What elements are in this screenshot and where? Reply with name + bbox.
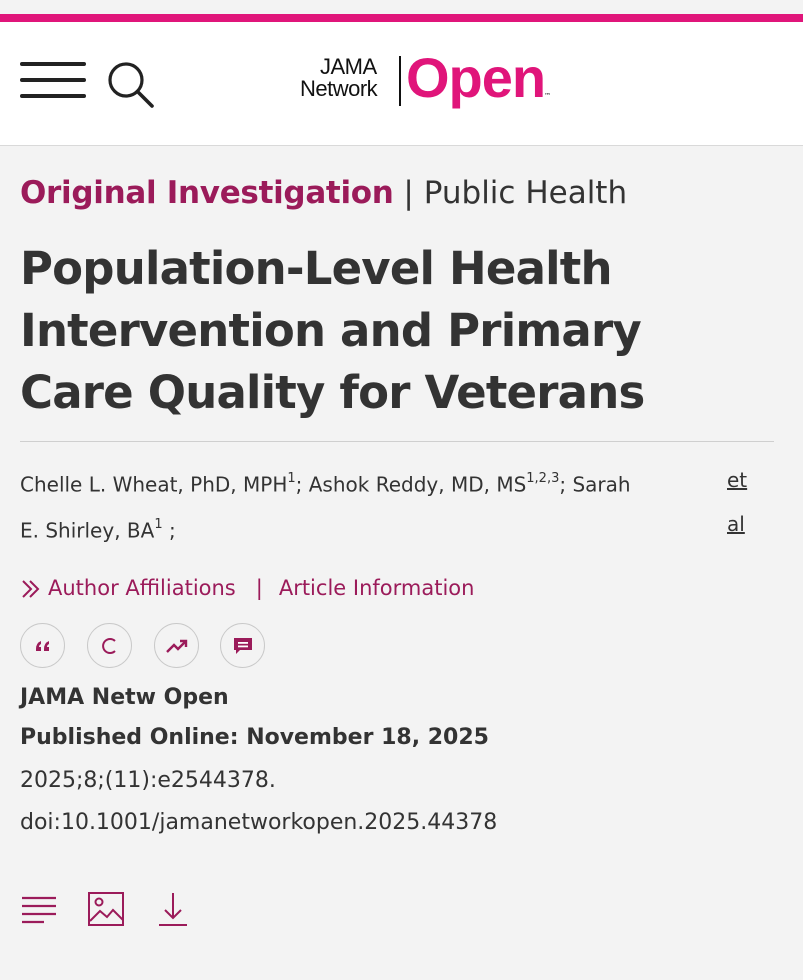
copyright-icon[interactable] <box>87 623 132 668</box>
title-divider <box>20 441 774 442</box>
author-name[interactable]: Ashok Reddy, MD, MS <box>308 472 527 497</box>
et-al-text-1: et <box>727 468 748 492</box>
site-header: JAMA Network Open ™ <box>0 22 803 146</box>
figures-icon[interactable] <box>87 890 127 930</box>
author-affiliation-sup: 1 <box>287 471 296 486</box>
article-information-link[interactable]: Article Information <box>278 576 475 600</box>
author-name[interactable]: Sarah <box>572 472 631 497</box>
download-icon[interactable] <box>154 890 194 930</box>
quote-icon[interactable] <box>20 623 65 668</box>
article-category: Original Investigation | Public Health <box>20 172 627 214</box>
doi: doi:10.1001/jamanetworkopen.2025.44378 <box>20 810 498 835</box>
publication-info: JAMA Netw Open Published Online: Novembe… <box>20 680 720 844</box>
search-icon[interactable] <box>106 60 158 112</box>
et-al-text-2: al <box>727 512 745 536</box>
hamburger-menu-icon[interactable] <box>20 60 86 104</box>
accent-bar <box>0 14 803 22</box>
author-name[interactable]: E. Shirley, BA <box>20 518 155 543</box>
double-chevron-right-icon <box>22 580 40 598</box>
author-affiliation-sup: 1,2,3 <box>526 471 560 486</box>
logo-divider <box>399 56 401 106</box>
author-separator: ; <box>168 518 176 543</box>
article-title: Population-Level Health Intervention and… <box>20 242 645 419</box>
logo-jama-text: JAMA <box>320 54 377 79</box>
published-date: Published Online: November 18, 2025 <box>20 725 489 750</box>
author-list: Chelle L. Wheat, PhD, MPH1; Ashok Reddy,… <box>20 460 700 551</box>
author-separator: ; <box>295 472 303 497</box>
citation: 2025;8;(11):e2544378. <box>20 768 276 793</box>
logo-trademark: ™ <box>544 92 551 100</box>
logo-open-text: Open <box>406 46 546 109</box>
jama-network-open-logo[interactable]: JAMA Network Open ™ <box>300 48 560 110</box>
browser-top-strip <box>0 0 803 14</box>
journal-name: JAMA Netw Open <box>20 685 229 710</box>
logo-network-text: Network <box>300 76 378 101</box>
category-secondary[interactable]: Public Health <box>423 175 628 211</box>
author-affiliation-sup: 1 <box>154 516 163 532</box>
trending-icon[interactable] <box>154 623 199 668</box>
category-primary[interactable]: Original Investigation <box>20 175 394 211</box>
links-separator: | <box>255 576 263 600</box>
article-links: Author Affiliations | Article Information <box>20 570 474 606</box>
comment-icon[interactable] <box>220 623 265 668</box>
author-affiliations-link[interactable]: Author Affiliations <box>48 576 236 600</box>
author-name[interactable]: Chelle L. Wheat, PhD, MPH <box>20 472 288 497</box>
article-text-icon[interactable] <box>20 890 60 930</box>
author-separator: ; <box>559 472 567 497</box>
category-separator: | <box>403 175 414 211</box>
et-al-link[interactable]: et al <box>727 458 757 546</box>
